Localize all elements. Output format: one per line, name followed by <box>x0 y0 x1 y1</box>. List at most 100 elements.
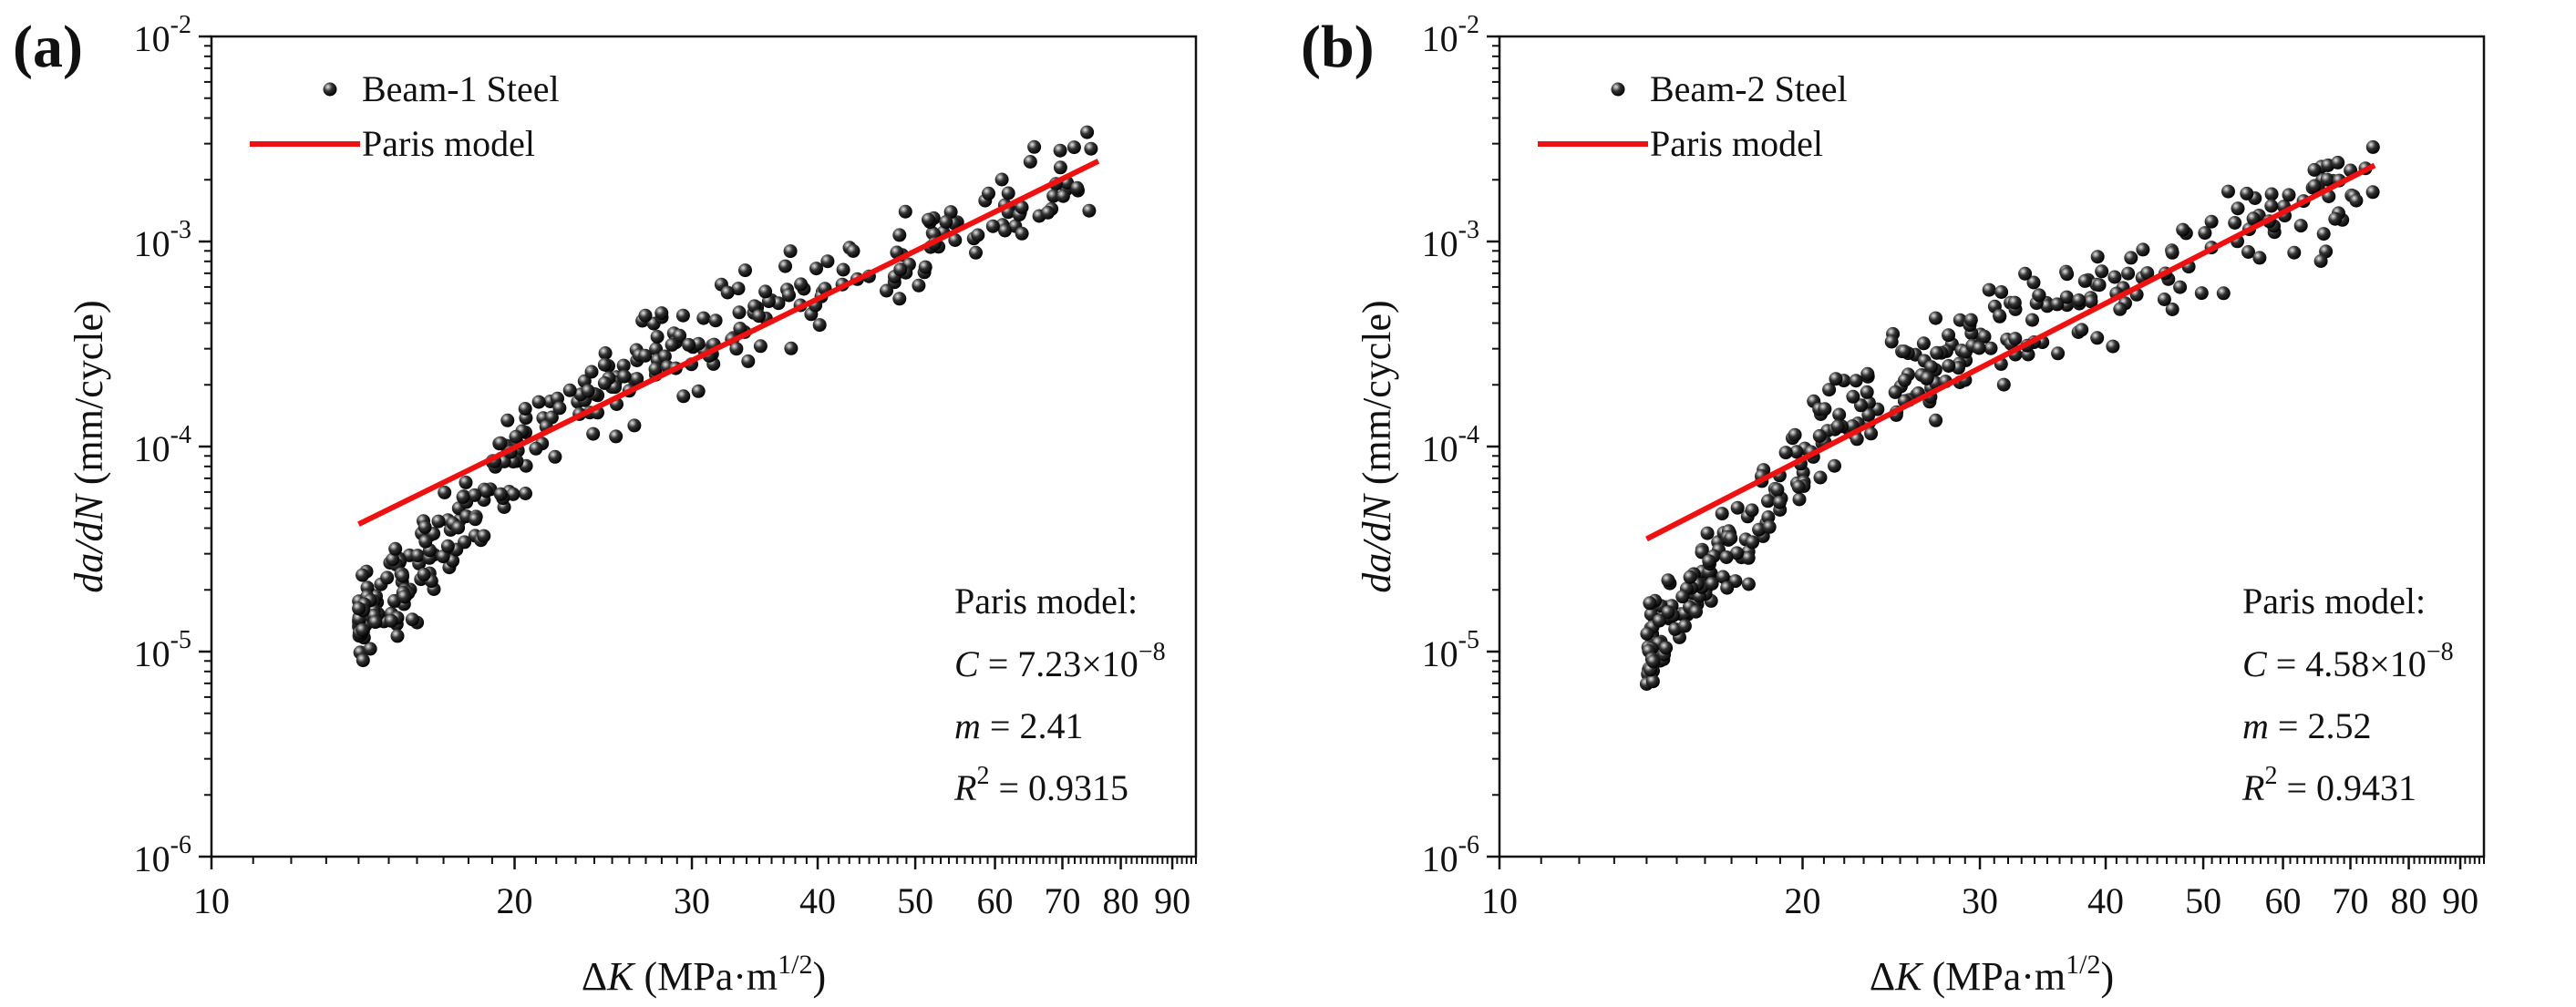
data-point <box>2328 211 2343 226</box>
x-tick-label: 20 <box>497 880 533 921</box>
data-point <box>1789 445 1804 459</box>
data-point <box>1001 186 1015 200</box>
data-point <box>438 485 452 499</box>
data-point <box>1689 604 1703 619</box>
data-point <box>388 541 403 556</box>
data-point <box>783 244 798 259</box>
data-point <box>1645 674 1660 689</box>
data-point <box>1070 180 1085 195</box>
data-point <box>562 383 577 397</box>
data-point <box>741 354 756 368</box>
x-tick-label: 30 <box>674 880 710 921</box>
data-point <box>1730 500 1745 515</box>
data-point <box>1818 402 1832 416</box>
data-point <box>809 262 823 276</box>
chart-a: 10 20 30 40 50 60 70 80 90 10-6 10-5 10-4 10-3 10-2 ΔK… <box>67 11 1198 999</box>
data-point <box>2365 185 2380 200</box>
data-point <box>451 520 466 535</box>
data-point <box>2349 193 2364 208</box>
x-tick-label: 50 <box>2185 880 2221 921</box>
data-point <box>893 262 908 277</box>
data-point <box>1053 143 1067 158</box>
data-point <box>971 228 985 242</box>
data-point <box>1741 550 1756 565</box>
x-tick-label: 10 <box>1481 880 1518 921</box>
data-point <box>405 612 419 627</box>
panel-label: (b) <box>1301 14 1375 80</box>
data-point <box>998 223 1012 238</box>
data-point <box>2060 267 2075 282</box>
data-point <box>1770 482 1785 497</box>
data-point <box>1745 503 1759 518</box>
data-point <box>1854 398 1868 413</box>
x-tick-label: 80 <box>1103 880 1139 921</box>
annotation-m: m = 2.52 <box>2242 705 2371 746</box>
data-point <box>390 629 405 643</box>
data-point <box>729 342 744 356</box>
y-tick-label: 10-3 <box>134 216 191 264</box>
data-point <box>597 357 612 372</box>
data-point <box>2008 332 2023 346</box>
y-axis-title: da/dN (mm/cycle) <box>67 300 111 592</box>
data-point <box>922 212 935 227</box>
y-tick-label: 10-3 <box>1422 216 1479 264</box>
data-point <box>982 186 995 200</box>
data-point <box>1860 366 1875 381</box>
x-axis-title: ΔK (MPa·m1/2) <box>1870 950 2114 999</box>
data-point <box>1832 407 1847 422</box>
data-point <box>493 436 508 450</box>
data-point <box>2241 245 2255 259</box>
data-point <box>691 384 706 398</box>
data-point <box>456 489 470 504</box>
data-point <box>1762 519 1777 534</box>
data-point <box>753 339 768 354</box>
data-point <box>2252 251 2267 265</box>
paris-model-line <box>1645 162 2376 542</box>
data-point <box>363 642 377 656</box>
annotation-title: Paris model: <box>954 581 1138 622</box>
data-point <box>665 337 679 352</box>
data-point <box>479 484 493 498</box>
data-point <box>1788 427 1802 442</box>
data-point <box>1772 495 1787 509</box>
data-point <box>2051 346 2066 361</box>
data-point <box>2165 245 2179 260</box>
data-point <box>1972 341 1986 355</box>
data-point <box>1675 590 1690 604</box>
data-point <box>752 309 766 324</box>
data-point <box>468 512 482 527</box>
annotation-title: Paris model: <box>2242 581 2426 622</box>
data-point <box>638 308 653 323</box>
data-point <box>552 401 567 416</box>
data-point <box>1924 360 1938 375</box>
data-point <box>1046 189 1061 203</box>
data-point <box>1652 613 1666 628</box>
data-point <box>2316 227 2331 241</box>
data-point <box>675 308 690 323</box>
annotation-r2: R2 = 0.9431 <box>2241 762 2416 808</box>
data-point <box>2194 286 2209 301</box>
data-point <box>1041 205 1056 220</box>
data-point <box>436 550 450 564</box>
data-point <box>731 282 746 296</box>
data-point <box>1056 189 1070 203</box>
data-point <box>2173 280 2188 294</box>
data-point <box>1897 344 1911 359</box>
data-point <box>2282 188 2296 202</box>
data-point <box>2018 266 2033 281</box>
data-point <box>1683 570 1697 584</box>
data-point <box>673 328 687 343</box>
data-point <box>2264 187 2279 201</box>
y-tick-label: 10-6 <box>134 831 191 879</box>
data-point <box>531 395 546 409</box>
data-point <box>1761 494 1775 509</box>
x-tick-label: 80 <box>2391 880 2427 921</box>
data-point <box>384 613 398 628</box>
data-point <box>994 172 1009 187</box>
data-point <box>2124 251 2138 265</box>
x-tick-label: 70 <box>2333 880 2369 921</box>
data-point <box>597 375 612 390</box>
data-point <box>396 569 410 583</box>
data-point <box>1864 426 1879 441</box>
data-point <box>2221 184 2235 199</box>
